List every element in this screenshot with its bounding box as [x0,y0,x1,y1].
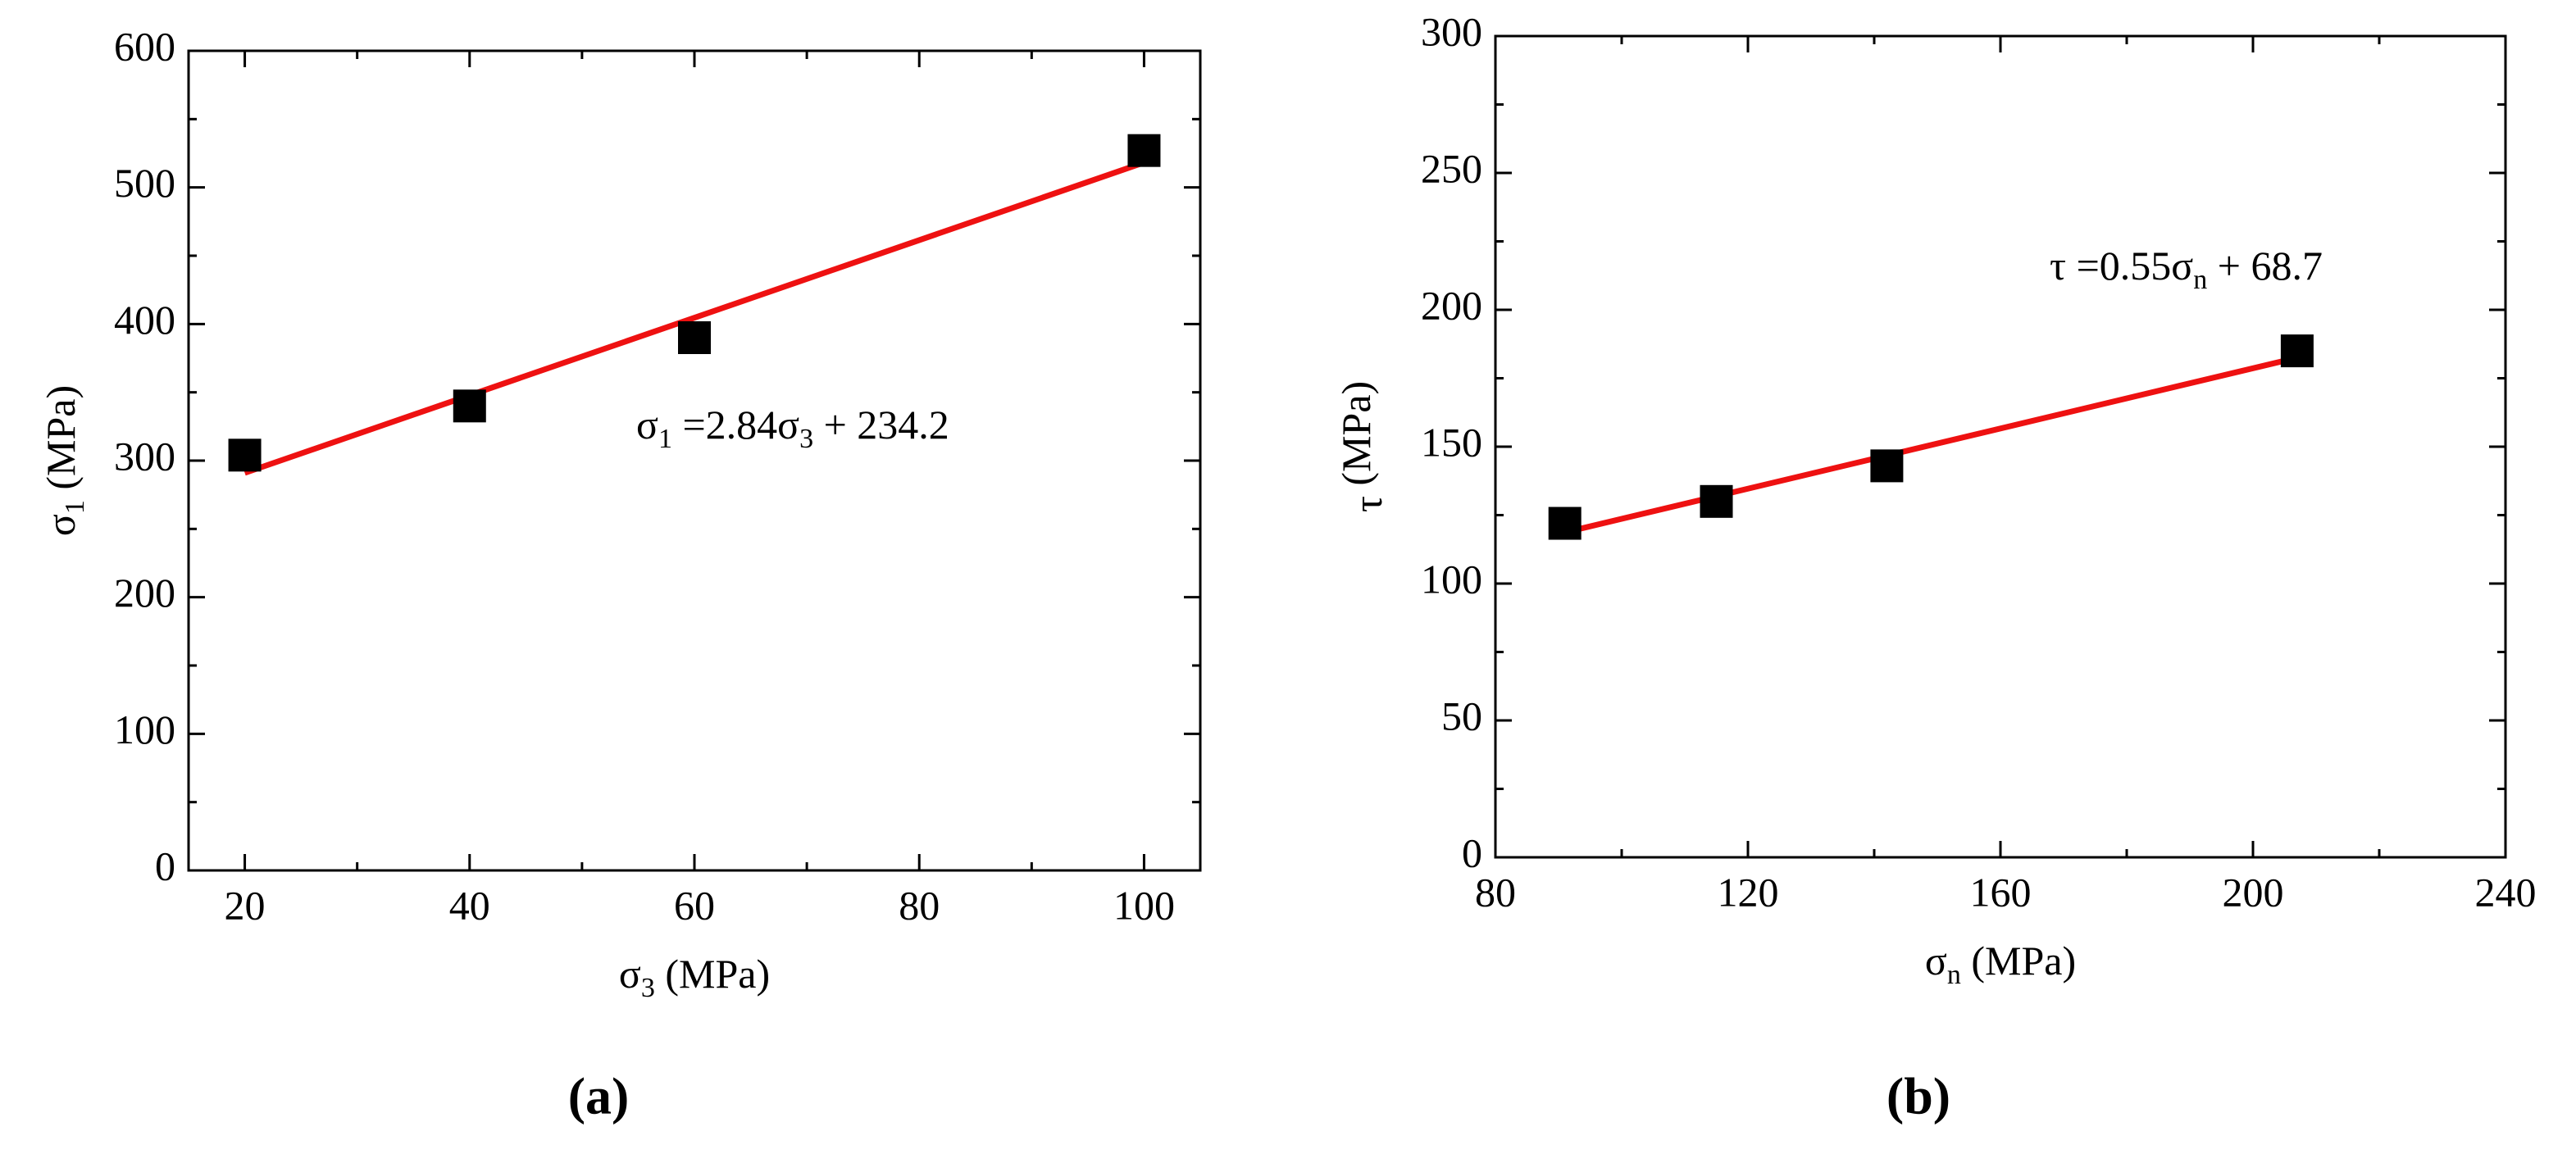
text-run: =2.84σ [672,402,799,448]
caption: (b) [1886,1067,1950,1125]
data-point [1548,507,1582,540]
subscript: 3 [799,424,813,454]
y-tick-label: 0 [155,843,175,888]
x-tick-label: 20 [225,882,266,928]
x-axis-label: σ3 (MPa) [619,951,770,1002]
subscript: 1 [60,500,90,514]
y-tick-label: 300 [114,433,175,479]
y-tick-label: 100 [1421,556,1482,602]
data-point [678,321,711,354]
y-tick-label: 50 [1441,693,1482,738]
data-point [2280,334,2314,368]
text-run: σ [636,402,658,448]
y-tick-label: 600 [114,23,175,69]
data-point [1127,134,1161,167]
y-tick-label: 400 [114,297,175,343]
data-point [1700,484,1733,518]
annotation: τ =0.55σn + 68.7 [2050,243,2323,294]
x-tick-label: 200 [2223,869,2284,915]
subscript: n [1947,960,1961,990]
x-tick-label: 80 [899,882,940,928]
text-run: (MPa) [1961,938,2076,984]
text-run: τ =0.55σ [2050,243,2193,288]
text-run: (MPa) [655,951,770,997]
x-tick-label: 160 [1970,869,2032,915]
fit-line [243,160,1145,476]
y-tick-label: 500 [114,160,175,206]
x-tick-label: 40 [449,882,490,928]
annotation: σ1 =2.84σ3 + 234.2 [636,402,949,453]
x-axis-label: σn (MPa) [1925,938,2076,989]
text-run: τ [1345,496,1390,512]
x-tick-label: 120 [1718,869,1779,915]
text-run: σ [38,514,84,536]
subscript: 1 [658,424,672,454]
x-tick-label: 100 [1113,882,1175,928]
text-run: σ [1925,938,1947,984]
caption: (a) [568,1067,630,1125]
data-point [228,438,262,472]
data-point [1870,449,1904,483]
fit-line [1563,355,2298,535]
plot-frame [1494,34,2507,859]
subscript: 3 [641,973,655,1003]
text-run: (MPa) [38,385,84,500]
text-run: + 68.7 [2207,243,2323,288]
y-tick-label: 200 [114,570,175,616]
x-tick-label: 60 [674,882,715,928]
subscript: n [2193,265,2207,295]
plot-frame [187,49,1202,872]
y-tick-label: 250 [1421,145,1482,191]
x-tick-label: 80 [1475,869,1516,915]
x-tick-label: 240 [2475,869,2537,915]
y-tick-label: 100 [114,706,175,752]
y-tick-label: 0 [1462,829,1482,875]
y-tick-label: 150 [1421,419,1482,465]
text-run: (MPa) [1333,381,1379,496]
text-run: σ [619,951,641,997]
y-tick-label: 200 [1421,282,1482,328]
y-tick-label: 300 [1421,8,1482,54]
y-axis-label: σ1 (MPa) [38,385,89,536]
data-point [453,389,486,423]
y-axis-label: τ (MPa) [1333,381,1390,512]
text-run: + 234.2 [813,402,949,448]
